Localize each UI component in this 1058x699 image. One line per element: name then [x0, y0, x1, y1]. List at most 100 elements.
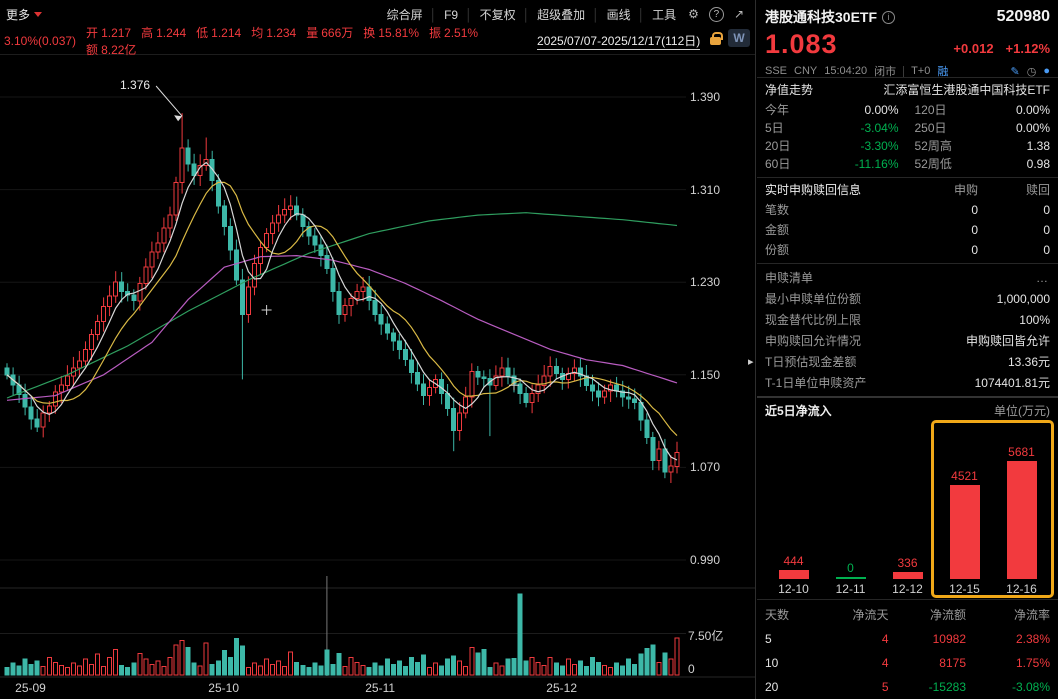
realtime-subscribe-value: 0 [971, 203, 978, 217]
flow-net-days: 4 [881, 656, 889, 670]
flow-net-amount: -15283 [928, 680, 966, 694]
toolbar-button-3[interactable]: 不复权 [479, 7, 516, 22]
detail-row: 现金替代比例上限 100% [765, 309, 1050, 330]
netflow-value: 444 [783, 554, 804, 568]
realtime-subscribe-value: 0 [971, 243, 978, 257]
quote-stat: 均 1.234 [251, 26, 297, 40]
netflow-bar [949, 485, 980, 579]
more-button[interactable]: 更多 [6, 6, 43, 23]
toolbar-button-6[interactable]: 工具 [652, 7, 677, 22]
detail-value: 13.36元 [1007, 355, 1050, 369]
last-price: 1.083 [765, 29, 838, 59]
gear-icon[interactable]: ⚙ [688, 7, 699, 21]
lock-icon [710, 32, 723, 45]
quote-stat: 低 1.214 [196, 26, 242, 40]
quote-stat: 振 2.51% [429, 26, 479, 40]
info-icon[interactable]: i [882, 10, 896, 24]
flow-days: 20 [765, 680, 779, 694]
quote-stat: 换 15.81% [363, 26, 419, 40]
netflow-date: 12-11 [835, 582, 866, 596]
metric-value: 0.00% [1015, 103, 1050, 117]
clock-icon[interactable]: ◷ [1026, 65, 1037, 78]
quote-stat: 额 8.22亿 [86, 43, 137, 57]
netflow-table: 天数 净流天 净流额 净流率 5 4 10982 2.38% 10 4 8175 1.75% 20 5 -… [757, 600, 1058, 699]
metric-value: 0.00% [864, 103, 899, 117]
netflow-bar [835, 577, 866, 579]
realtime-redeem-value: 0 [1043, 223, 1050, 237]
status-bar: SSE CNY 15:04:20 闭市 T+0 融 ✎ ◷ ● [765, 62, 1050, 80]
detail-label: T-1日单位申赎资产 [765, 376, 867, 390]
creation-redemption-details: 申赎清单 … 最小申赎单位份额 1,000,000 现金替代比例上限 100% 申购赎回允许… [757, 264, 1058, 398]
metric-value: -3.30% [860, 139, 899, 153]
flow-days: 10 [765, 656, 779, 670]
detail-row: 申购赎回允许情况 申购赎回皆允许 [765, 330, 1050, 351]
detail-label: 最小申赎单位份额 [765, 292, 862, 306]
caret-down-icon [34, 11, 43, 17]
netflow-bar [778, 570, 809, 579]
metric-label: 120日 [914, 103, 947, 117]
toolbar-button-4[interactable]: 超级叠加 [537, 7, 586, 22]
toolbar-separator: │ [522, 7, 531, 22]
netflow-unit: 单位(万元) [994, 403, 1050, 418]
quote-stat: 量 666万 [306, 26, 354, 40]
netflow-chart: 444 0 336 4521 5681 12-10 12-11 12-12 12-15 12-1… [765, 420, 1054, 599]
flow-header: 天数 [765, 608, 790, 622]
toolbar-button-2[interactable]: F9 [444, 7, 459, 22]
flow-net-rate: 2.38% [1015, 632, 1050, 646]
realtime-redeem-value: 0 [1043, 243, 1050, 257]
detail-value: 1074401.81元 [974, 376, 1050, 390]
metric-value: 0.00% [1015, 121, 1050, 135]
flow-header: 净流额 [929, 608, 966, 622]
dot-icon[interactable]: ● [1043, 65, 1050, 77]
netflow-bar-group: 336 [879, 556, 936, 579]
expand-icon[interactable]: ↗ [733, 7, 744, 21]
toolbar-separator: │ [429, 7, 438, 22]
detail-label: 现金替代比例上限 [765, 313, 862, 327]
netflow-date: 12-15 [949, 582, 980, 596]
netflow-bar-group: 4521 [936, 469, 993, 579]
netflow-bar-group: 444 [765, 554, 822, 579]
realtime-redeem-value: 0 [1043, 203, 1050, 217]
detail-row: T-1日单位申赎资产 1074401.81元 [765, 372, 1050, 393]
metric-label: 52周高 [914, 139, 952, 153]
tab-nav-trend[interactable]: 净值走势 [765, 82, 814, 97]
instrument-header: 港股通科技30ETF i 520980 1.083 +0.012 +1.12% … [757, 0, 1058, 78]
quote-panel: 港股通科技30ETF i 520980 1.083 +0.012 +1.12% … [757, 0, 1058, 699]
realtime-section: 实时申购赎回信息 申购 赎回 笔数 0 0 金额 0 0 份额 0 0 [757, 178, 1058, 264]
quote-stats-bar: 3.10%(0.037) 开 1.217 高 1.244 低 1.214 均 1.234 量 66… [0, 26, 755, 57]
netflow-value: 5681 [1008, 445, 1035, 459]
detail-label: 申购赎回允许情况 [765, 334, 862, 348]
market-status: 闭市 [874, 66, 897, 78]
detail-value: 申购赎回皆允许 [965, 334, 1050, 348]
instrument-code: 520980 [996, 8, 1050, 25]
realtime-row-label: 份额 [765, 243, 790, 257]
date-range[interactable]: 2025/07/07-2025/12/17(112日) [537, 34, 701, 50]
price-change-abs: +0.012 [953, 41, 994, 56]
metric-value: 0.98 [1026, 157, 1050, 171]
fund-full-name: 汇添富恒生港股通中国科技ETF [883, 82, 1050, 97]
splitter-arrow-icon[interactable]: ▸ [748, 356, 754, 368]
margin-badge: 融 [937, 66, 949, 78]
toolbar-button-5[interactable]: 画线 [606, 7, 631, 22]
help-icon[interactable]: ? [708, 6, 724, 22]
pencil-icon[interactable]: ✎ [1010, 65, 1020, 78]
netflow-bar [892, 572, 923, 579]
toolbar-button-1[interactable]: 综合屏 [386, 7, 423, 22]
flow-header: 净流天 [852, 608, 889, 622]
price-change-pct: +1.12% [1005, 41, 1050, 56]
quote-time: 15:04:20 [824, 65, 868, 77]
metric-label: 今年 [765, 103, 790, 117]
quote-stat: 高 1.244 [141, 26, 187, 40]
t0-badge: T+0 [911, 65, 931, 77]
redeem-col-header: 赎回 [1025, 183, 1050, 197]
netflow-section: 近5日净流入 单位(万元) 444 0 336 4521 5681 12-10 12-11… [757, 398, 1058, 600]
realtime-subscribe-value: 0 [971, 223, 978, 237]
chart-toolbar: 更多 综合屏 │ F9 │ 不复权 │ 超级叠加 │ 画线 │ 工具 ⚙ ? ↗ [0, 0, 755, 28]
candlestick-chart[interactable] [0, 0, 756, 699]
metric-label: 60日 [765, 157, 791, 171]
performance-metrics: 今年 0.00% 120日 0.00% 5日 -3.04% 250日 0.00% 20日 -3.3… [757, 100, 1058, 178]
more-options-button[interactable]: … [1036, 270, 1050, 285]
exchange-label: SSE [765, 65, 788, 77]
detail-value: 1,000,000 [996, 291, 1050, 306]
